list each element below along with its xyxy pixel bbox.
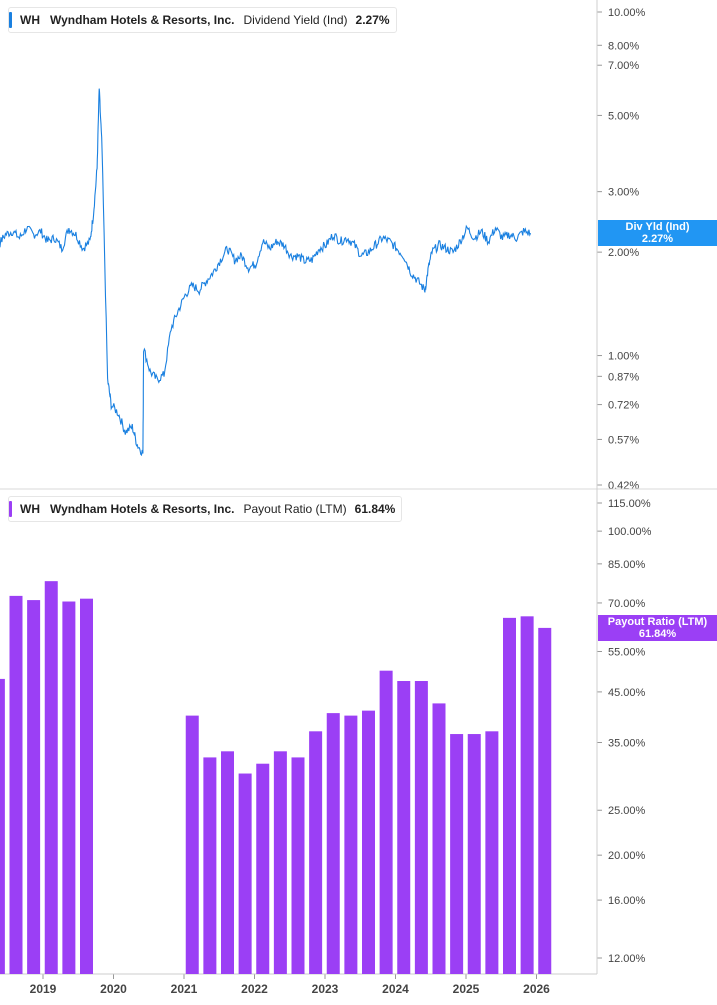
yield-last-value-badge: Div Yld (Ind) 2.27% <box>598 220 717 247</box>
payout-bar <box>485 731 499 974</box>
bottom-y-tick-label: 25.00% <box>608 805 646 817</box>
x-tick-label: 2025 <box>453 982 480 996</box>
top-y-tick-label: 0.57% <box>608 434 639 446</box>
x-tick-label: 2019 <box>30 982 57 996</box>
top-legend: WH Wyndham Hotels & Resorts, Inc. Divide… <box>8 7 397 33</box>
x-tick-label: 2026 <box>523 982 550 996</box>
bottom-y-tick-label: 100.00% <box>608 526 652 538</box>
bottom-y-tick-label: 16.00% <box>608 895 646 907</box>
bottom-y-tick-label: 70.00% <box>608 598 646 610</box>
top-y-tick-label: 0.42% <box>608 480 639 492</box>
bottom-y-tick-label: 20.00% <box>608 850 646 862</box>
top-legend-swatch <box>9 12 12 28</box>
payout-badge-label: Payout Ratio (LTM) <box>607 615 708 628</box>
payout-bar <box>467 734 481 974</box>
top-y-tick-label: 0.72% <box>608 400 639 412</box>
top-y-tick-label: 8.00% <box>608 40 639 52</box>
bottom-legend-metric: Payout Ratio (LTM) <box>243 502 347 516</box>
yield-badge-value: 2.27% <box>641 233 674 246</box>
payout-bar <box>414 681 428 974</box>
bottom-y-axis: 115.00% 100.00% 85.00% 70.00% 55.00% 45.00% 35… <box>597 498 652 965</box>
payout-bar <box>185 715 199 974</box>
x-tick-label: 2024 <box>382 982 409 996</box>
payout-bar <box>291 757 305 974</box>
bottom-y-tick-label: 12.00% <box>608 953 646 965</box>
top-y-tick-label: 1.00% <box>608 351 639 363</box>
payout-bar <box>432 703 446 974</box>
payout-bar <box>538 627 552 974</box>
top-legend-value: 2.27% <box>355 13 390 27</box>
payout-bar <box>503 617 516 974</box>
x-tick-label: 2022 <box>241 982 268 996</box>
payout-bar <box>397 681 411 974</box>
bottom-legend-ticker: WH <box>20 502 40 516</box>
bottom-legend-swatch <box>9 501 12 517</box>
top-legend-ticker: WH <box>20 13 40 27</box>
top-y-axis: 10.00% 8.00% 7.00% 5.00% 3.00% 2.00% 1.00% 0.87… <box>597 7 646 492</box>
bottom-legend-company: Wyndham Hotels & Resorts, Inc. <box>50 502 235 516</box>
yield-line <box>0 88 532 457</box>
payout-last-value-badge: Payout Ratio (LTM) 61.84% <box>598 614 717 641</box>
top-y-tick-label: 10.00% <box>608 7 646 19</box>
payout-bar <box>309 731 323 974</box>
payout-bar <box>0 678 5 974</box>
top-y-tick-label: 7.00% <box>608 60 639 72</box>
yield-line-group <box>0 88 532 457</box>
payout-bar <box>9 595 23 974</box>
payout-bar <box>238 773 252 974</box>
top-legend-company: Wyndham Hotels & Resorts, Inc. <box>50 13 235 27</box>
bottom-legend: WH Wyndham Hotels & Resorts, Inc. Payout… <box>8 496 403 522</box>
x-tick-label: 2023 <box>312 982 339 996</box>
x-tick-label: 2021 <box>171 982 198 996</box>
payout-bar <box>203 757 217 974</box>
bottom-y-tick-label: 45.00% <box>608 687 646 699</box>
payout-bar <box>344 715 358 974</box>
payout-bar <box>450 734 464 974</box>
bottom-y-tick-label: 85.00% <box>608 559 646 571</box>
top-y-tick-label: 3.00% <box>608 187 639 199</box>
payout-badge-value: 61.84% <box>638 627 677 640</box>
top-legend-metric: Dividend Yield (Ind) <box>243 13 348 27</box>
bottom-legend-value: 61.84% <box>354 502 396 516</box>
top-y-tick-label: 2.00% <box>608 247 639 259</box>
payout-bar <box>326 713 340 974</box>
payout-bar <box>27 600 41 974</box>
top-y-tick-label: 0.87% <box>608 371 639 383</box>
yield-badge-label: Div Yld (Ind) <box>625 221 690 234</box>
payout-bar <box>273 751 287 974</box>
x-tick-label: 2020 <box>100 982 127 996</box>
payout-bar <box>62 601 76 974</box>
payout-bar <box>256 763 270 974</box>
payout-bar <box>44 581 58 974</box>
bottom-y-tick-label: 115.00% <box>608 498 651 510</box>
top-y-tick-label: 5.00% <box>608 110 639 122</box>
payout-bars <box>0 581 552 974</box>
bottom-y-tick-label: 35.00% <box>608 737 646 749</box>
payout-bar <box>221 751 234 974</box>
payout-bar <box>379 670 393 974</box>
payout-bar <box>362 710 375 974</box>
bottom-y-tick-label: 55.00% <box>608 646 646 658</box>
payout-bar <box>520 616 534 974</box>
x-axis: 2019 2020 2021 2022 2023 2024 2025 2026 <box>0 973 597 996</box>
payout-bar <box>80 598 93 974</box>
